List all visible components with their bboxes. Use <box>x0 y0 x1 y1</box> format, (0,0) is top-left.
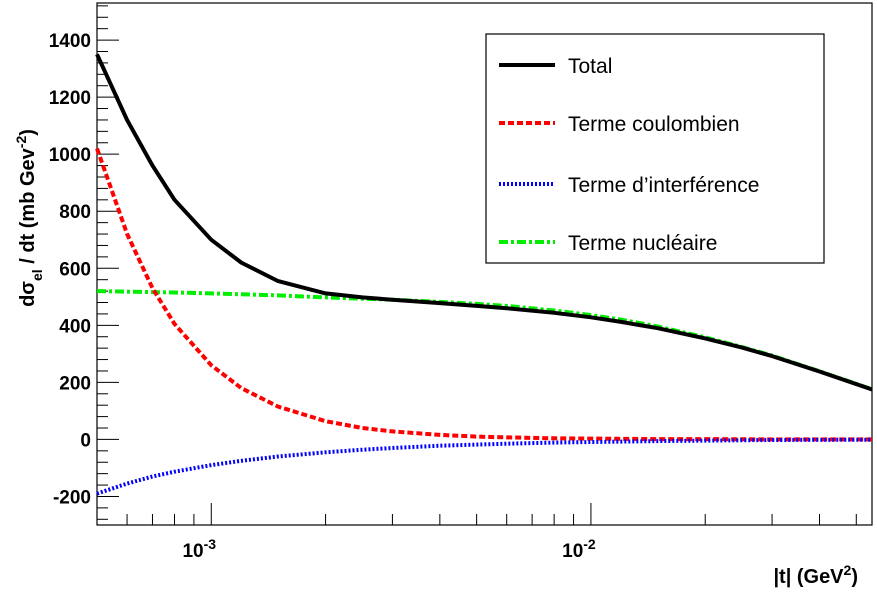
x-tick-label: 10-3 <box>182 536 216 562</box>
y-tick-label: 0 <box>80 430 91 451</box>
axis-ticks: -200 0 200 400 600 800 1000 1200 1400 10-3 10-2 <box>49 5 857 562</box>
y-tick-label: 800 <box>59 202 91 223</box>
series-line-1 <box>95 147 872 442</box>
x-tick-label: 10-2 <box>562 536 596 562</box>
series-line-0 <box>95 53 873 392</box>
series-line-2 <box>96 437 873 496</box>
plot-frame <box>96 2 873 526</box>
series-lines <box>95 53 873 496</box>
y-tick-label: 1200 <box>49 88 91 109</box>
legend-label-3: Terme nucléaire <box>568 232 717 255</box>
y-tick-label: 1400 <box>49 31 91 52</box>
y-tick-label: 600 <box>59 259 91 280</box>
x-axis-label: |t| (GeV2) <box>773 562 858 588</box>
legend-box <box>485 33 825 264</box>
legend: Total Terme coulombien Terme d’interférenc… <box>485 33 825 264</box>
legend-label-1: Terme coulombien <box>568 113 740 136</box>
y-axis-label: dσel / dt (mb Gev-2) <box>13 129 45 307</box>
legend-label-2: Terme d’interférence <box>568 174 759 197</box>
y-tick-label: 200 <box>59 373 91 394</box>
y-tick-label: 400 <box>59 316 91 337</box>
axes-frame <box>96 2 873 526</box>
y-tick-label: -200 <box>53 487 91 508</box>
legend-label-0: Total <box>568 55 612 78</box>
y-tick-label: 1000 <box>49 145 91 166</box>
